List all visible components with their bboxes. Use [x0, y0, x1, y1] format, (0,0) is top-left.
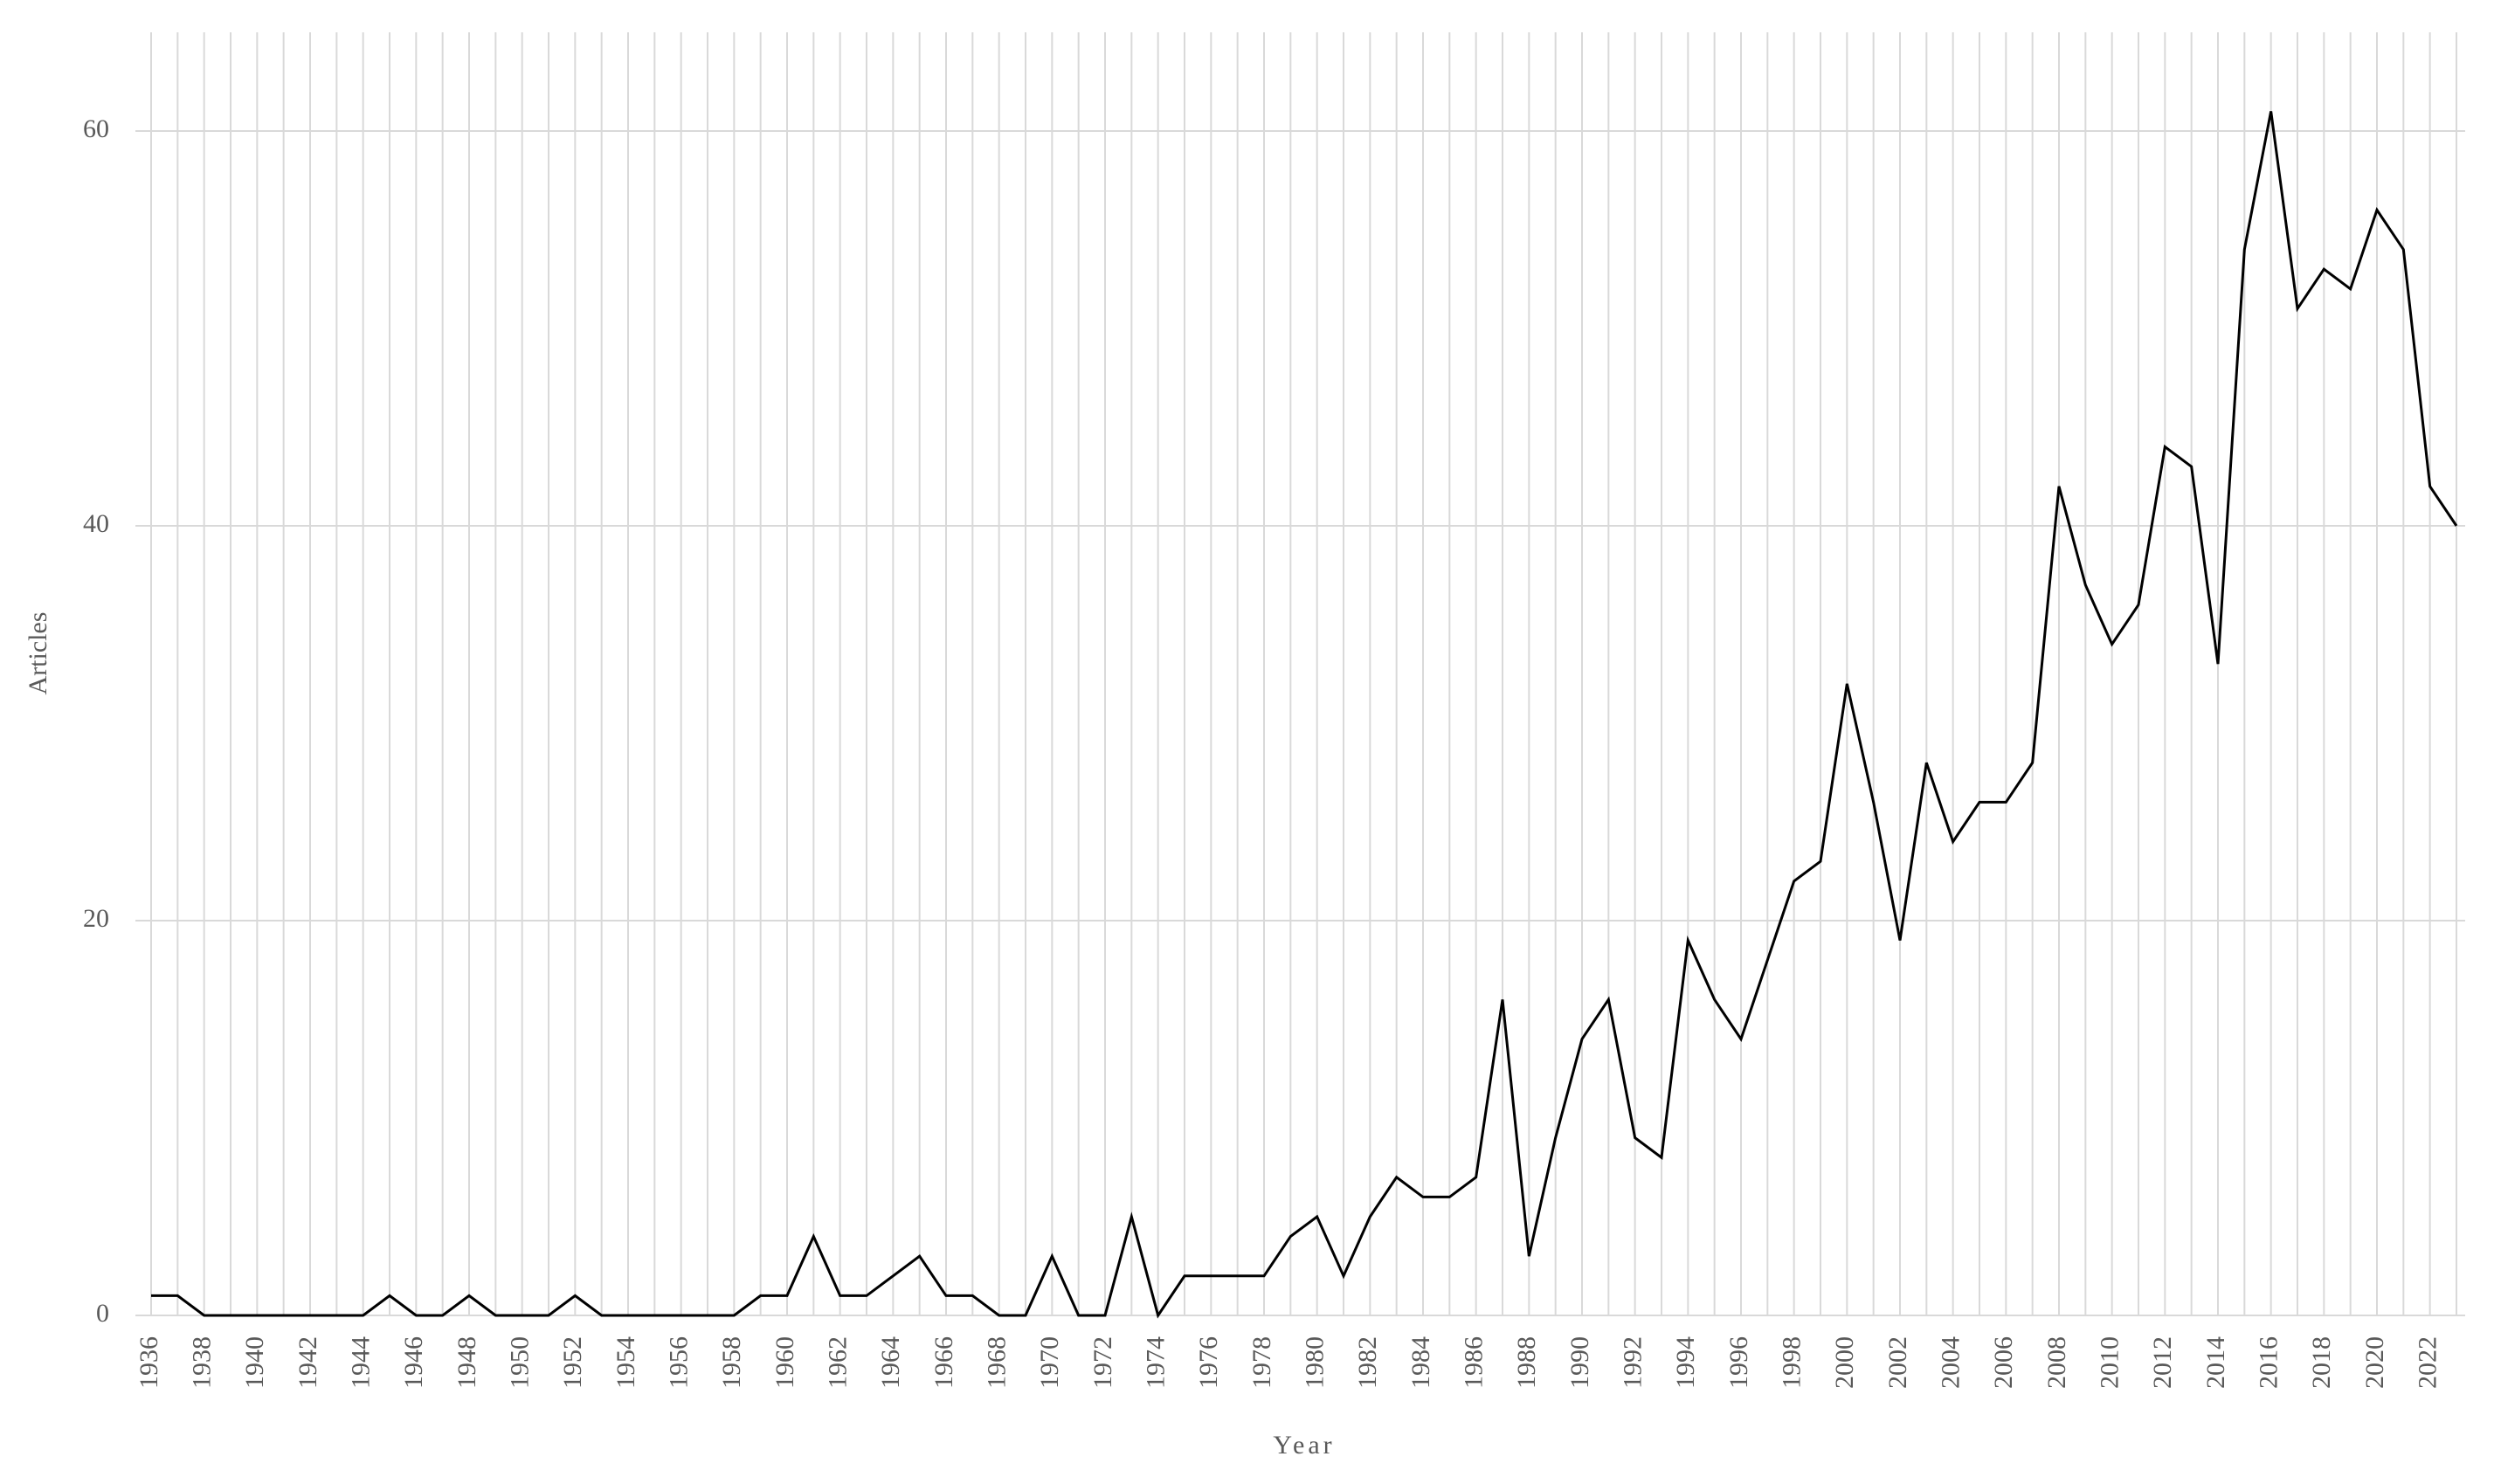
x-tick-label: 2004: [1937, 1336, 1965, 1389]
x-tick-label: 1996: [1724, 1336, 1753, 1389]
x-tick-label: 2014: [2201, 1336, 2230, 1389]
y-axis-title: Articles: [24, 612, 52, 695]
y-tick-label: 40: [83, 509, 109, 538]
x-tick-label: 1994: [1671, 1336, 1700, 1389]
x-tick-label: 1992: [1619, 1336, 1648, 1389]
x-tick-label: 2016: [2255, 1336, 2283, 1389]
x-tick-label: 2020: [2360, 1336, 2389, 1389]
x-tick-label: 2010: [2096, 1336, 2124, 1389]
x-tick-label: 2008: [2042, 1336, 2071, 1389]
x-tick-label: 1956: [665, 1336, 694, 1389]
y-tick-label: 20: [83, 904, 109, 933]
x-tick-label: 1978: [1247, 1336, 1276, 1389]
x-tick-label: 1940: [240, 1336, 269, 1389]
x-tick-label: 1948: [453, 1336, 481, 1389]
x-tick-label: 1976: [1194, 1336, 1223, 1389]
data-line: [151, 111, 2458, 1319]
x-tick-label: 1970: [1035, 1336, 1064, 1389]
x-tick-label: 1936: [135, 1336, 163, 1389]
x-tick-label: 1968: [983, 1336, 1012, 1389]
x-tick-label: 2012: [2148, 1336, 2177, 1389]
x-tick-label: 1954: [611, 1336, 640, 1389]
x-tick-label: 2022: [2414, 1336, 2442, 1389]
x-axis-title: Year: [1273, 1431, 1335, 1460]
x-tick-label: 1960: [770, 1336, 799, 1389]
x-tick-label: 2006: [1989, 1336, 2018, 1389]
x-tick-label: 1938: [188, 1336, 217, 1389]
x-tick-label: 1944: [347, 1336, 376, 1389]
y-tick-label: 60: [83, 114, 109, 143]
x-tick-label: 1998: [1778, 1336, 1807, 1389]
x-tick-label: 1972: [1088, 1336, 1117, 1389]
x-tick-label: 1990: [1565, 1336, 1594, 1389]
x-tick-label: 1962: [824, 1336, 853, 1389]
x-tick-label: 2018: [2307, 1336, 2336, 1389]
x-tick-label: 1946: [399, 1336, 428, 1389]
x-tick-label: 2000: [1830, 1336, 1859, 1389]
x-tick-label: 1986: [1460, 1336, 1489, 1389]
x-tick-label: 1980: [1301, 1336, 1330, 1389]
y-tick-label: 0: [96, 1299, 109, 1328]
x-tick-label: 1988: [1512, 1336, 1541, 1389]
x-tick-label: 1974: [1142, 1336, 1171, 1389]
x-tick-label: 1942: [294, 1336, 322, 1389]
x-tick-label: 1958: [717, 1336, 746, 1389]
x-tick-label: 1984: [1406, 1336, 1435, 1389]
x-tick-label: 2002: [1883, 1336, 1912, 1389]
x-tick-label: 1966: [929, 1336, 958, 1389]
x-tick-label: 1964: [876, 1336, 905, 1389]
x-tick-label: 1950: [506, 1336, 535, 1389]
x-tick-label: 1982: [1353, 1336, 1382, 1389]
x-tick-label: 1952: [558, 1336, 587, 1389]
